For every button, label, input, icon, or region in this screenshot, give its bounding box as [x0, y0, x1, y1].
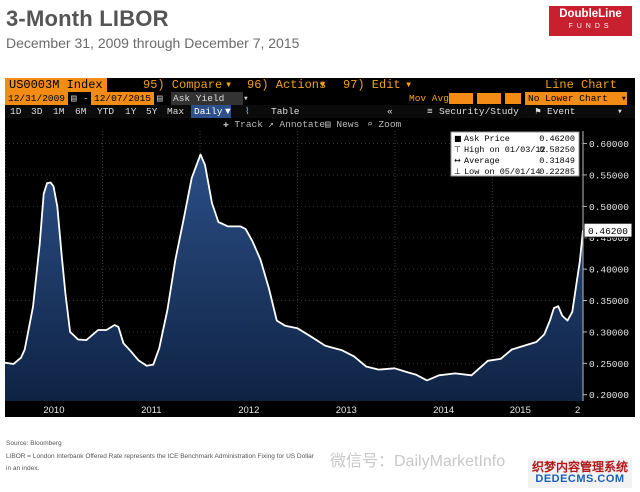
last-value-text: 0.46200 [588, 226, 628, 237]
legend-value: 0.22285 [539, 167, 575, 177]
legend-label: Average [464, 156, 500, 166]
libor-definition-line2: in an index. [6, 465, 40, 472]
terminal-tools-bar: ✚ Track ↗ Annotate ▤ News ⌕ Zoom [5, 118, 635, 131]
frequency-dropdown-icon[interactable]: ▼ [225, 105, 231, 118]
security-study-button[interactable]: Security/Study [439, 106, 519, 117]
x-axis-strip [5, 401, 635, 417]
x-tick-label-trailing: 2 [575, 405, 580, 416]
news-tool[interactable]: ▤ News [325, 119, 360, 130]
mov-avg-input-3[interactable] [505, 93, 521, 104]
chart-type-label: Line Chart [545, 78, 618, 92]
actions-menu[interactable]: 96) Actions [247, 78, 327, 92]
end-date-field[interactable]: 12/07/2015 [91, 92, 155, 105]
dedecms-watermark: 织梦内容管理系统 DEDECMS.COM [528, 458, 632, 488]
compare-dropdown-icon[interactable]: ▾ [225, 78, 233, 92]
date-separator: - [83, 93, 89, 104]
logo-funds-text: FUNDS [568, 23, 613, 30]
actions-dropdown-icon[interactable]: ▾ [319, 78, 327, 92]
annotate-tool-label: Annotate [279, 119, 326, 130]
lower-chart-select[interactable]: No Lower Chart [525, 92, 627, 105]
y-tick-label: 0.50000 [589, 202, 629, 213]
chart-subtitle: December 31, 2009 through December 7, 20… [6, 35, 300, 51]
start-date-calendar-icon[interactable]: ▤ [71, 93, 77, 104]
ticker-box[interactable]: US0003M Index [5, 78, 107, 92]
legend-marker-icon: ⊥ [454, 167, 461, 176]
legend-marker-icon: ■ [454, 134, 462, 143]
legend-marker-icon: ↔ [454, 156, 461, 165]
security-study-icon: ≡ [427, 106, 433, 117]
doubleline-logo: DoubleLine FUNDS [549, 6, 632, 36]
x-tick-label-2013: 2013 [336, 405, 357, 416]
zoom-tool[interactable]: ⌕ Zoom [367, 119, 402, 130]
legend-box [450, 131, 580, 177]
legend-value: 0.58250 [539, 145, 575, 155]
annotate-tool[interactable]: ↗ Annotate [268, 119, 326, 130]
dedecms-en-text: DEDECMS.COM [535, 473, 625, 485]
y-tick-label: 0.30000 [589, 327, 629, 338]
terminal-menu-bar: US0003M Index 95) Compare ▾ 96) Actions … [5, 78, 635, 92]
end-date-calendar-icon[interactable]: ▤ [157, 93, 163, 104]
y-tick-label: 0.60000 [589, 139, 629, 150]
x-tick-label-2014: 2014 [433, 405, 454, 416]
event-button[interactable]: Event [547, 106, 576, 117]
legend-label: Low on 05/01/14 [464, 167, 541, 177]
bloomberg-terminal-panel: US0003M Index 95) Compare ▾ 96) Actions … [5, 78, 635, 417]
collapse-arrows-icon[interactable]: « [387, 106, 393, 117]
series-line [5, 153, 584, 382]
wechat-watermark: 微信号：DailyMarketInfo [330, 453, 506, 470]
mov-avg-input-1[interactable] [449, 93, 473, 104]
line-chart-icon[interactable]: ⌇ [245, 106, 250, 117]
y-tick-label: 0.45000 [589, 233, 629, 244]
logo-brand-text: DoubleLine [559, 8, 622, 20]
legend-label: High on 01/03/12 [464, 145, 546, 155]
y-tick-label: 0.20000 [589, 390, 629, 401]
field-dropdown-icon[interactable]: ▾ [243, 93, 249, 104]
period-6m[interactable]: 6M [75, 106, 87, 117]
table-button[interactable]: Table [271, 106, 300, 117]
last-value-tag [583, 222, 633, 238]
y-tick-label: 0.55000 [589, 170, 629, 181]
x-tick-label-2012: 2012 [238, 405, 259, 416]
track-tool[interactable]: ✚ Track [223, 119, 263, 130]
terminal-date-bar: 12/31/2009 ▤ - 12/07/2015 ▤ Ask Yield ▾ … [5, 92, 635, 105]
period-ytd[interactable]: YTD [97, 106, 115, 117]
edit-menu[interactable]: 97) Edit [343, 78, 401, 92]
event-dropdown-icon[interactable]: ▾ [617, 106, 623, 117]
track-tool-label: Track [234, 119, 263, 130]
chart-title: 3-Month LIBOR [6, 6, 169, 31]
source-note: Source: Bloomberg [6, 440, 62, 447]
frequency-select[interactable]: Daily [191, 105, 226, 118]
x-tick-label-2015: 2015 [510, 405, 531, 416]
mov-avg-input-2[interactable] [477, 93, 501, 104]
zoom-tool-label: Zoom [378, 119, 402, 130]
mov-avg-label: Mov Avg [409, 93, 449, 104]
y-tick-label: 0.25000 [589, 359, 629, 370]
period-1y[interactable]: 1Y [125, 106, 137, 117]
event-flag-icon: ⚑ [535, 106, 541, 117]
period-max[interactable]: Max [167, 106, 185, 117]
terminal-period-bar: 1D 3D 1M 6M YTD 1Y 5Y Max Daily ▼ ⌇ Tabl… [5, 105, 635, 118]
x-tick-label-2010: 2010 [43, 405, 64, 416]
legend-label: Ask Price [464, 134, 510, 144]
field-select[interactable]: Ask Yield [171, 92, 243, 105]
compare-menu[interactable]: 95) Compare [143, 78, 223, 92]
start-date-field[interactable]: 12/31/2009 [5, 92, 69, 105]
period-5y[interactable]: 5Y [146, 106, 158, 117]
period-1d[interactable]: 1D [10, 106, 22, 117]
period-1m[interactable]: 1M [53, 106, 65, 117]
edit-dropdown-icon[interactable]: ▾ [405, 78, 413, 92]
legend-value: 0.46200 [539, 134, 575, 144]
legend-value: 0.31849 [539, 156, 575, 166]
y-tick-label: 0.40000 [589, 265, 629, 276]
lower-chart-dropdown-icon[interactable]: ▾ [621, 92, 627, 105]
period-3d[interactable]: 3D [31, 106, 43, 117]
series-area-fill [5, 154, 583, 401]
news-tool-label: News [336, 119, 360, 130]
legend-marker-icon: ⊤ [454, 145, 461, 154]
x-tick-label-2011: 2011 [141, 405, 161, 416]
y-tick-label: 0.35000 [589, 296, 629, 307]
dedecms-cn-text: 织梦内容管理系统 [531, 460, 628, 474]
libor-line-chart[interactable]: 0.60000 0.55000 0.50000 0.45000 0.40000 0.350… [5, 131, 635, 417]
libor-definition-line1: LIBOR = London Interbank Offered Rate re… [6, 453, 314, 460]
